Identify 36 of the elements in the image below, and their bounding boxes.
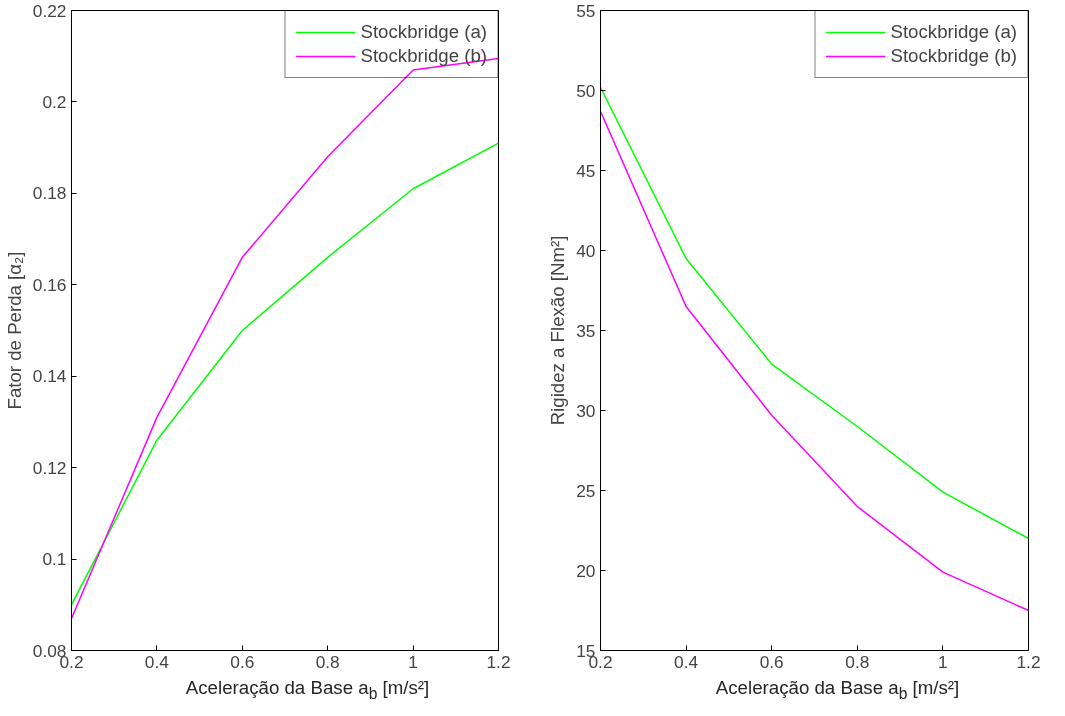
y-tick-label: 0.14 <box>32 366 67 387</box>
line-series <box>71 142 499 606</box>
x-tick-label: 1.2 <box>1016 651 1041 672</box>
y-tick-label: 0.16 <box>32 274 67 295</box>
legend-label: Stockbridge (b) <box>360 45 487 67</box>
x-tick-label: 0.8 <box>845 651 870 672</box>
x-axis-title: Aceleração da Base a$_{b}$ [m/s²] <box>715 676 960 704</box>
y-tick-label: 0.2 <box>42 91 67 112</box>
y-tick-label: 45 <box>576 160 596 181</box>
legend-label: Stockbridge (a) <box>890 21 1017 43</box>
x-axis-title: Aceleração da Base a$_{b}$ [m/s²] <box>185 676 430 704</box>
y-tick-label: 25 <box>576 480 596 501</box>
x-tick-label: 1 <box>408 651 418 672</box>
x-tick-label: 1 <box>938 651 948 672</box>
x-tick-label: 0.8 <box>315 651 340 672</box>
y-tick-label: 55 <box>576 0 596 21</box>
y-tick-label: 20 <box>576 560 596 581</box>
y-tick-label: 50 <box>576 80 596 101</box>
x-tick-label: 0.6 <box>759 651 784 672</box>
y-axis-title: Rigidez a Flexão [Nm²] <box>547 235 569 426</box>
legend-label: Stockbridge (a) <box>360 21 487 43</box>
y-tick-label: 30 <box>576 400 596 421</box>
x-tick-label: 0.6 <box>230 651 255 672</box>
y-tick-label: 0.22 <box>32 0 67 21</box>
x-tick-label: 1.2 <box>486 651 511 672</box>
y-tick-label: 35 <box>576 320 596 341</box>
y-tick-label: 40 <box>576 240 596 261</box>
line-series <box>600 86 1029 540</box>
y-tick-label: 0.1 <box>42 549 67 570</box>
x-tick-label: 0.4 <box>144 651 170 672</box>
legend-label: Stockbridge (b) <box>890 45 1017 67</box>
y-tick-label: 0.18 <box>32 183 67 204</box>
line-series <box>600 110 1029 612</box>
y-tick-label: 0.12 <box>32 457 67 478</box>
x-tick-label: 0.4 <box>674 651 699 672</box>
y-axis-title: Fator de Perda [α₂] <box>3 251 25 410</box>
